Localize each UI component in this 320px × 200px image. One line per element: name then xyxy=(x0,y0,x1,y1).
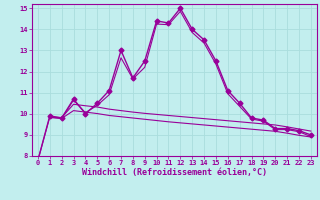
X-axis label: Windchill (Refroidissement éolien,°C): Windchill (Refroidissement éolien,°C) xyxy=(82,168,267,177)
